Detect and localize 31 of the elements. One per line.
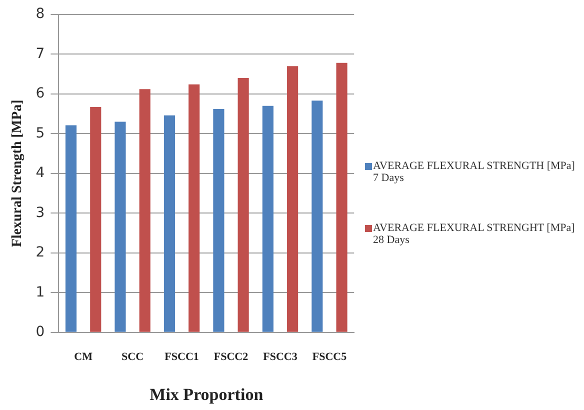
bar xyxy=(312,100,323,332)
bar xyxy=(188,84,200,332)
bar xyxy=(213,109,224,332)
legend-label: AVERAGE FLEXURAL STRENGHT [MPa] 28 Days xyxy=(373,222,576,246)
x-tick-label: FSCC3 xyxy=(263,350,298,363)
bar xyxy=(114,122,126,332)
y-tick-label: 5 xyxy=(36,125,45,142)
bar xyxy=(164,115,176,332)
bar xyxy=(336,62,348,332)
bar xyxy=(238,78,249,332)
legend-label: AVERAGE FLEXURAL STRENGTH [MPa] 7 Days xyxy=(373,160,576,184)
y-tick-label: 2 xyxy=(36,244,45,261)
x-tick-label: FSCC1 xyxy=(164,350,199,363)
bar xyxy=(287,66,298,332)
y-tick-label: 3 xyxy=(36,204,45,221)
y-tick-label: 8 xyxy=(36,6,45,22)
bar xyxy=(262,106,274,332)
x-axis-title: Mix Proportion xyxy=(150,385,264,404)
bar xyxy=(65,125,77,332)
y-tick-label: 4 xyxy=(36,165,45,182)
y-tick-label: 6 xyxy=(36,86,45,102)
bar xyxy=(90,107,102,332)
x-tick-label: CM xyxy=(74,350,94,363)
y-tick-label: 1 xyxy=(36,284,45,300)
y-tick-label: 0 xyxy=(36,324,45,340)
x-tick-label: FSCC2 xyxy=(214,350,249,363)
y-tick-label: 7 xyxy=(36,46,45,62)
y-axis-title: Flexural Strength [MPa] xyxy=(10,100,26,248)
x-tick-label: FSCC5 xyxy=(312,350,348,363)
bar xyxy=(139,89,150,332)
x-tick-label: SCC xyxy=(122,350,144,363)
